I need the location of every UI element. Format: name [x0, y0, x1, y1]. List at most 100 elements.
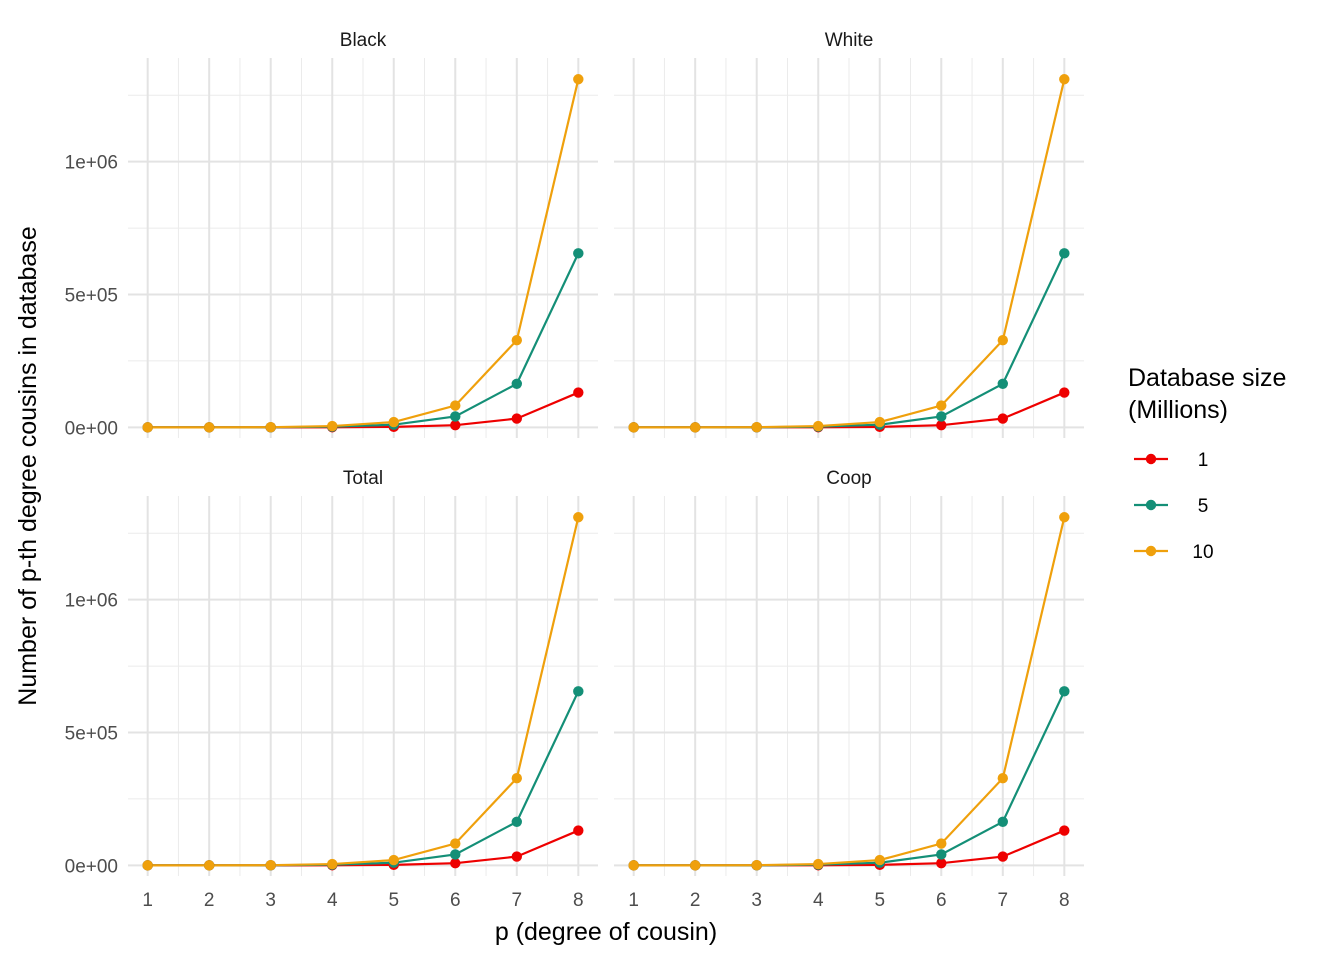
y-tick-label: 1e+06	[65, 591, 118, 612]
data-point-10	[1059, 74, 1070, 85]
legend-item-1: 1	[1134, 450, 1208, 471]
data-point-5	[450, 849, 461, 860]
x-tick-label: 8	[1059, 890, 1070, 911]
series-line-10	[633, 517, 1066, 867]
data-point-5	[936, 849, 947, 860]
legend-item-5: 5	[1134, 496, 1208, 517]
data-point-5	[1059, 248, 1070, 259]
data-point-10	[751, 421, 762, 433]
legend-title-line1: Database size	[1128, 364, 1286, 392]
x-tick-label: 1	[628, 890, 639, 911]
x-tick-label: 7	[512, 890, 523, 911]
panel-title: Black	[340, 30, 387, 51]
data-point-5	[997, 378, 1008, 389]
data-point-10	[813, 420, 824, 432]
x-tick-label: 2	[204, 890, 215, 911]
data-point-10	[573, 512, 584, 523]
data-point-10	[388, 416, 399, 428]
panel-total: Total 0e+00 5e+05 1e+06 1 2 3 4 5 6 7 8	[65, 468, 598, 911]
series-line-10	[633, 79, 1066, 429]
panel-black: Black 0e+00 5e+05 1e+06	[65, 30, 598, 439]
legend-label: 1	[1198, 450, 1209, 471]
data-point-1	[1059, 387, 1070, 398]
y-axis-title-text: Number of p-th degree cousins in databas…	[14, 226, 42, 705]
data-point-5	[936, 411, 947, 422]
x-tick-label: 1	[142, 890, 153, 911]
panels-layer: Black 0e+00 5e+05 1e+06 White Total 0e+00 5e+05…	[65, 30, 1084, 911]
data-point-10	[265, 421, 276, 433]
data-point-10	[511, 773, 522, 784]
data-point-5	[997, 816, 1008, 827]
data-point-10	[690, 860, 701, 871]
panel-title: Total	[343, 468, 383, 489]
y-tick-label: 5e+05	[65, 286, 118, 307]
data-point-10	[450, 838, 461, 849]
data-point-1	[573, 387, 584, 398]
data-point-1	[997, 851, 1008, 862]
data-point-5	[511, 378, 522, 389]
data-point-10	[813, 858, 824, 870]
data-point-10	[874, 854, 885, 866]
data-point-10	[628, 422, 639, 433]
data-point-10	[874, 416, 885, 428]
data-point-1	[936, 419, 947, 431]
y-tick-label: 1e+06	[65, 153, 118, 174]
x-tick-label: 4	[327, 890, 338, 911]
data-point-5	[511, 816, 522, 827]
series-line-10	[147, 79, 580, 429]
panel-white: White	[614, 30, 1084, 438]
data-point-1	[511, 413, 522, 424]
x-tick-label: 3	[751, 890, 762, 911]
x-tick-label: 2	[690, 890, 701, 911]
data-point-10	[388, 854, 399, 866]
data-point-1	[511, 851, 522, 862]
data-point-5	[450, 411, 461, 422]
legend-label: 10	[1192, 542, 1213, 563]
x-tick-label: 5	[388, 890, 399, 911]
y-axis-title: Number of p-th degree cousins in databas…	[14, 226, 42, 705]
x-axis-title: p (degree of cousin)	[495, 918, 717, 946]
data-point-10	[690, 422, 701, 433]
data-point-10	[450, 400, 461, 411]
data-point-10	[573, 74, 584, 85]
panel-title: Coop	[826, 468, 871, 489]
data-point-10	[142, 422, 153, 433]
data-point-1	[997, 413, 1008, 424]
data-point-10	[936, 400, 947, 411]
x-tick-label: 6	[936, 890, 947, 911]
legend-item-10: 10	[1134, 542, 1214, 563]
data-point-1	[450, 419, 461, 431]
series-line-10	[147, 517, 580, 867]
data-point-1	[450, 857, 461, 869]
panel-coop: Coop 1 2 3 4 5 6 7 8	[614, 468, 1084, 911]
data-point-10	[1059, 512, 1070, 523]
data-point-10	[936, 838, 947, 849]
x-tick-label: 6	[450, 890, 461, 911]
data-point-10	[628, 860, 639, 871]
data-point-5	[1059, 686, 1070, 697]
x-axis-title-text: p (degree of cousin)	[495, 918, 717, 946]
x-tick-label: 7	[998, 890, 1009, 911]
legend-key-point	[1145, 545, 1157, 557]
data-point-10	[511, 335, 522, 346]
legend-label: 5	[1198, 496, 1209, 517]
y-tick-label: 5e+05	[65, 724, 118, 745]
data-point-1	[1059, 825, 1070, 836]
x-tick-label: 4	[813, 890, 824, 911]
legend-key-point	[1145, 453, 1157, 465]
x-tick-label: 5	[874, 890, 885, 911]
data-point-5	[573, 248, 584, 259]
panel-title: White	[825, 30, 874, 51]
data-point-10	[327, 858, 338, 870]
data-point-10	[997, 335, 1008, 346]
y-tick-label: 0e+00	[65, 418, 118, 439]
data-point-10	[997, 773, 1008, 784]
data-point-10	[327, 420, 338, 432]
data-point-1	[573, 825, 584, 836]
legend-key-point	[1145, 499, 1157, 511]
x-tick-label: 8	[573, 890, 584, 911]
data-point-10	[142, 860, 153, 871]
